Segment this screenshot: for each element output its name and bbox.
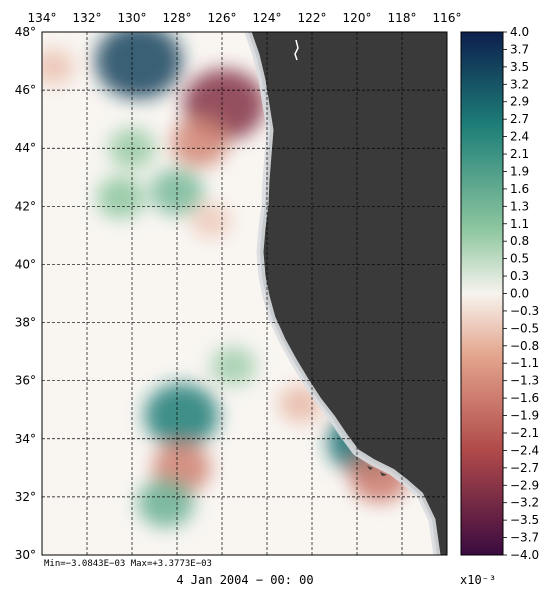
colorbar-tick-label: −2.1	[510, 426, 539, 440]
colorbar-tick-label: −0.5	[510, 321, 539, 335]
min-max-label: Min=−3.0843E−03 Max=+3.3773E−03	[44, 559, 212, 569]
lon-tick-label: 132°	[73, 11, 102, 25]
lon-tick-label: 126°	[208, 11, 237, 25]
colorbar-tick-label: 0.5	[510, 252, 529, 266]
anomaly-cell-2	[171, 117, 228, 167]
lat-tick-label: 48°	[15, 25, 36, 39]
colorbar-tick-label: 1.9	[510, 164, 529, 178]
colorbar-tick-label: 1.1	[510, 217, 529, 231]
lon-tick-label: 122°	[298, 11, 327, 25]
colorbar-tick-label: 4.0	[510, 25, 529, 39]
colorbar-tick-label: −2.7	[510, 461, 539, 475]
colorbar-tick-label: 2.9	[510, 95, 529, 109]
lat-tick-label: 38°	[15, 316, 36, 330]
lat-tick-label: 46°	[15, 83, 36, 97]
lat-tick-label: 30°	[15, 548, 36, 562]
lat-tick-label: 36°	[15, 374, 36, 388]
colorbar-tick-label: 3.5	[510, 60, 529, 74]
anomaly-cell-11	[42, 48, 75, 86]
colorbar-tick-label: 0.8	[510, 234, 529, 248]
colorbar-tick-label: 1.3	[510, 199, 529, 213]
anomaly-cell-0	[95, 32, 183, 99]
lon-tick-label: 134°	[28, 11, 57, 25]
map-frame	[41, 31, 448, 556]
lat-tick-label: 34°	[15, 432, 36, 446]
colorbar-tick-label: −1.6	[510, 391, 539, 405]
colorbar-tick-label: 0.0	[510, 287, 529, 301]
anomaly-cell-10	[137, 478, 194, 528]
colorbar-tick-label: −0.8	[510, 339, 539, 353]
lon-tick-label: 124°	[253, 11, 282, 25]
colorbar-tick-label: −3.5	[510, 513, 539, 527]
colorbar-tick-label: −2.9	[510, 478, 539, 492]
land-mask	[248, 32, 447, 555]
colorbar	[460, 31, 504, 556]
colorbar-tick-label: −3.2	[510, 496, 539, 510]
colorbar-tick-label: 3.2	[510, 77, 529, 91]
lon-tick-label: 118°	[388, 11, 417, 25]
colorbar-scale: x10⁻³	[460, 573, 496, 587]
colorbar-tick-label: 2.4	[510, 130, 529, 144]
lat-tick-label: 42°	[15, 199, 36, 213]
lat-tick-label: 32°	[15, 490, 36, 504]
anomaly-cell-6	[144, 383, 219, 448]
anomaly-cell-3	[150, 168, 204, 215]
lon-tick-label: 120°	[343, 11, 372, 25]
anomaly-cell-4	[96, 176, 145, 219]
colorbar-labels: 4.0 3.7 3.5 3.2 2.9 2.7 2.4 2.1 1.9 1.6 1.3 1.1 0.8 0…	[503, 25, 539, 562]
colorbar-tick-label: −1.1	[510, 356, 539, 370]
lon-tick-label: 130°	[118, 11, 147, 25]
colorbar-tick-label: 2.1	[510, 147, 529, 161]
colorbar-tick-label: −3.7	[510, 531, 539, 545]
colorbar-tick-label: −1.9	[510, 409, 539, 423]
longitude-labels: 134° 132° 130° 128° 126° 124° 122° 120° 118° 116°	[28, 11, 462, 25]
colorbar-tick-label: −4.0	[510, 548, 539, 562]
puget-sound	[294, 39, 299, 61]
latitude-labels: 48° 46° 44° 42° 40° 38° 36° 34° 32° 30°	[15, 25, 36, 562]
lon-tick-label: 116°	[433, 11, 462, 25]
graticule	[42, 32, 447, 555]
colorbar-tick-label: 2.7	[510, 112, 529, 126]
colorbar-tick-label: 0.3	[510, 269, 529, 283]
channel-islands	[367, 466, 387, 476]
coastal-fringe	[244, 32, 441, 555]
lon-tick-label: 128°	[163, 11, 192, 25]
lat-tick-label: 40°	[15, 257, 36, 271]
anomaly-cell-5	[190, 203, 231, 239]
colorbar-tick-label: 1.6	[510, 182, 529, 196]
anomaly-cell-14	[210, 346, 256, 386]
colorbar-tick-label: −1.3	[510, 374, 539, 388]
colorbar-tick-label: 3.7	[510, 42, 529, 56]
lat-tick-label: 44°	[15, 141, 36, 155]
timestamp: 4 Jan 2004 − 00: 00	[176, 573, 313, 587]
colorbar-tick-label: −0.3	[510, 304, 539, 318]
colorbar-tick-label: −2.4	[510, 443, 539, 457]
anomaly-field	[42, 32, 410, 528]
